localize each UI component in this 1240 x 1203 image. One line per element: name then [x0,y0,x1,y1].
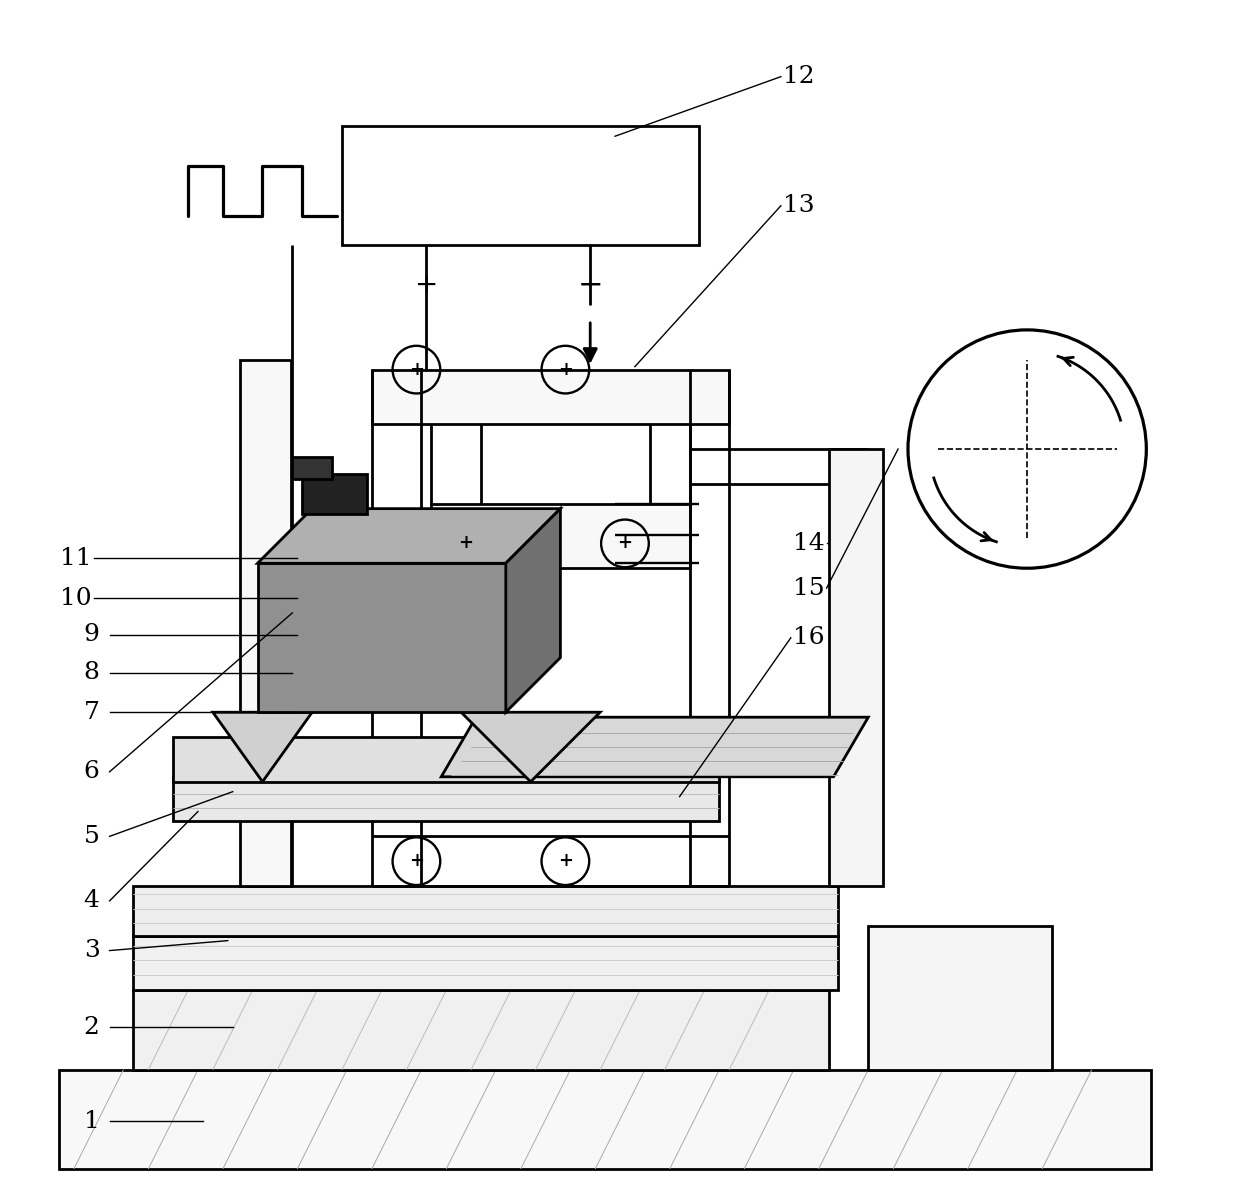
Text: 2: 2 [84,1015,99,1038]
Text: 12: 12 [782,65,815,88]
Text: 9: 9 [84,623,99,646]
Text: 7: 7 [84,700,99,724]
Text: 15: 15 [792,576,825,599]
Text: 5: 5 [84,825,99,848]
Text: 1: 1 [84,1110,99,1133]
Bar [134,936,838,990]
Text: 4: 4 [84,889,99,912]
Bar [174,777,719,822]
Text: +: + [409,852,424,870]
Text: 8: 8 [84,660,99,685]
Text: +: + [409,361,424,379]
Text: 13: 13 [782,194,815,218]
Polygon shape [213,712,312,782]
Bar [303,474,367,514]
Bar [293,457,332,479]
Text: +: + [558,852,573,870]
Text: 16: 16 [792,627,825,650]
Bar [432,504,689,568]
Text: +: + [414,272,438,298]
Bar [372,369,729,425]
Polygon shape [258,509,560,563]
Text: 6: 6 [84,760,99,783]
Text: +: + [558,361,573,379]
Polygon shape [506,509,560,712]
Bar [868,926,1052,1069]
Bar [134,990,828,1069]
Bar [342,126,699,245]
Text: −: − [578,269,603,301]
Bar [174,737,719,782]
Bar [258,563,506,712]
Bar [134,887,838,936]
Text: 14: 14 [792,532,825,555]
Text: 10: 10 [60,587,92,610]
Bar [239,360,291,887]
Bar [828,449,883,887]
Text: 11: 11 [60,547,92,570]
Text: 3: 3 [84,940,99,962]
Text: +: + [618,534,632,552]
Polygon shape [461,712,600,782]
Bar [60,1069,1151,1169]
Polygon shape [441,717,868,777]
Text: +: + [459,534,474,552]
